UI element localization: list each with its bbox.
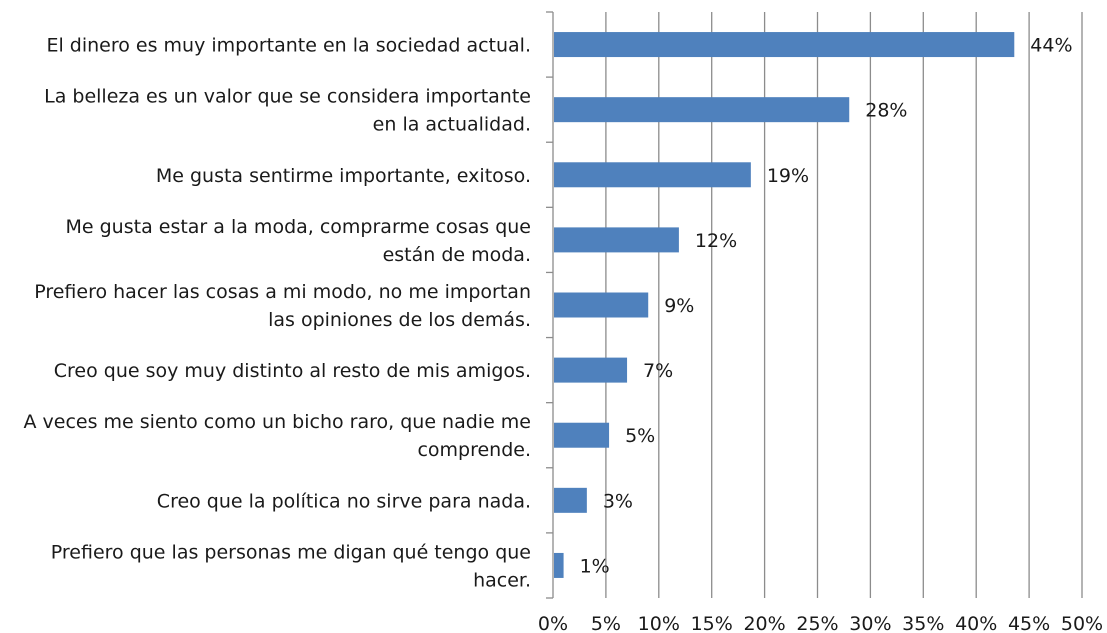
data-label: 7% xyxy=(643,360,673,382)
x-tick-label: 40% xyxy=(955,613,997,633)
x-tick-label: 10% xyxy=(638,613,680,633)
data-label: 19% xyxy=(767,165,809,187)
category-label: Prefiero que las personas me digan qué t… xyxy=(51,541,531,591)
bar xyxy=(554,357,628,383)
bar xyxy=(554,162,751,188)
bar xyxy=(554,422,610,448)
category-label: A veces me siento como un bicho raro, qu… xyxy=(24,411,532,461)
bar xyxy=(554,227,679,253)
category-label: El dinero es muy importante en la socied… xyxy=(46,35,531,57)
data-label: 28% xyxy=(865,100,907,122)
category-label: Creo que la política no sirve para nada. xyxy=(157,490,531,512)
x-tick-label: 50% xyxy=(1061,613,1103,633)
x-tick-label: 5% xyxy=(591,613,621,633)
data-label: 12% xyxy=(695,230,737,252)
x-axis-tick-labels: 0% 5% 10% 15% 20% 25% 30% 35% 40% 45% 50% xyxy=(538,613,1103,633)
bars xyxy=(554,32,1015,578)
category-label: La belleza es un valor que se considera … xyxy=(44,86,531,136)
bar xyxy=(554,487,587,513)
x-tick-label: 35% xyxy=(902,613,944,633)
data-label: 44% xyxy=(1030,35,1072,57)
x-tick-label: 15% xyxy=(691,613,733,633)
x-tick-label: 30% xyxy=(849,613,891,633)
x-tick-label: 0% xyxy=(538,613,568,633)
data-label: 9% xyxy=(664,295,694,317)
data-label: 5% xyxy=(625,425,655,447)
bar xyxy=(554,32,1015,58)
x-tick-label: 20% xyxy=(743,613,785,633)
category-label: Prefiero hacer las cosas a mi modo, no m… xyxy=(34,281,531,331)
category-label: Me gusta estar a la moda, comprarme cosa… xyxy=(66,216,532,266)
bar xyxy=(554,552,564,578)
value-labels: 44% 28% 19% 12% 9% 7% 5% 3% 1% xyxy=(580,35,1073,578)
x-tick-label: 25% xyxy=(796,613,838,633)
category-label: Me gusta sentirme importante, exitoso. xyxy=(156,165,531,187)
data-label: 1% xyxy=(580,555,610,577)
category-labels: El dinero es muy importante en la socied… xyxy=(24,35,532,592)
x-tick-label: 45% xyxy=(1008,613,1050,633)
data-label: 3% xyxy=(603,490,633,512)
category-label: Creo que soy muy distinto al resto de mi… xyxy=(54,360,531,382)
bar xyxy=(554,292,649,318)
bar xyxy=(554,97,850,123)
